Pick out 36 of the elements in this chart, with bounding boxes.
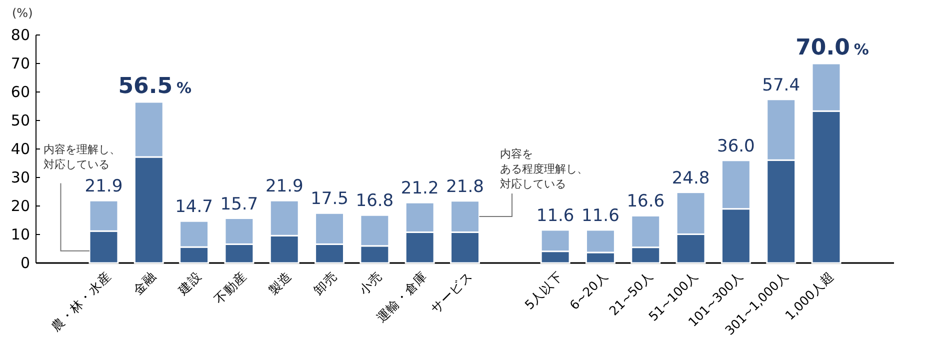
x-tick-label: 卸売 <box>310 268 340 298</box>
y-tick-label: 20 <box>10 197 30 215</box>
x-tick-label: 不動産 <box>211 268 250 307</box>
total-label: 21.2 <box>400 178 439 199</box>
y-tick-label: 0 <box>20 254 30 272</box>
total-label: 15.7 <box>220 194 258 214</box>
y-tick-label: 30 <box>10 168 30 186</box>
total-label: 11.6 <box>536 206 574 226</box>
total-label: 16.8 <box>356 191 394 212</box>
total-label: 21.8 <box>446 176 484 197</box>
total-label: 56.5% <box>118 74 192 99</box>
total-label: 16.6 <box>626 192 665 212</box>
total-label: 21.9 <box>84 176 123 197</box>
x-tick-label: 金融 <box>130 268 160 298</box>
y-axis-title: (%) <box>12 6 33 20</box>
x-tick-label: 小売 <box>356 268 385 298</box>
total-label: 24.8 <box>672 168 710 188</box>
total-label: 70.0% <box>796 36 869 60</box>
y-tick-label: 40 <box>10 140 30 158</box>
x-tick-label: 製造 <box>266 268 294 298</box>
series-label: 内容を理解し、対応している <box>44 143 121 171</box>
x-tick-label: サービス <box>428 268 476 316</box>
total-label: 21.9 <box>265 176 304 197</box>
x-tick-label: 農・林・水産 <box>48 268 114 334</box>
x-tick-label: 建設 <box>174 268 204 298</box>
y-tick-label: 60 <box>10 83 30 101</box>
total-label: 14.7 <box>175 197 213 218</box>
total-label: 11.6 <box>582 206 620 226</box>
y-tick-label: 70 <box>10 54 30 72</box>
y-tick-label: 50 <box>10 112 30 130</box>
total-label: 17.5 <box>310 189 348 210</box>
total-label: 36.0 <box>717 136 755 156</box>
y-tick-label: 10 <box>10 226 30 244</box>
y-tick-label: 80 <box>10 26 30 44</box>
x-tick-label: 5人以下 <box>522 268 566 312</box>
total-label: 57.4 <box>762 75 800 96</box>
